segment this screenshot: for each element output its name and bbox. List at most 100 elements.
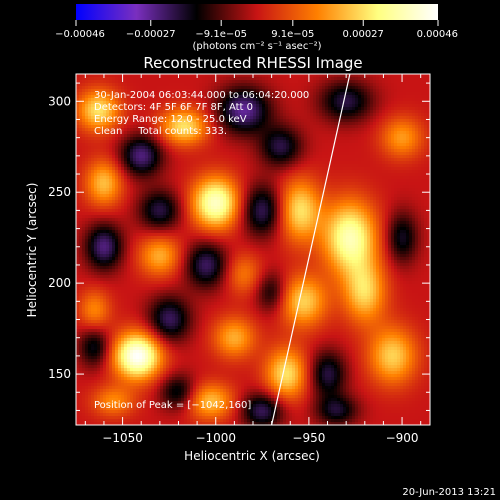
heatmap-cell <box>343 191 346 194</box>
heatmap-cell <box>175 170 178 173</box>
heatmap-cell <box>421 173 424 176</box>
heatmap-cell <box>391 98 394 101</box>
heatmap-cell <box>247 191 250 194</box>
heatmap-cell <box>154 182 157 185</box>
heatmap-cell <box>310 182 313 185</box>
heatmap-cell <box>145 191 148 194</box>
heatmap-cell <box>100 179 103 182</box>
heatmap-cell <box>274 176 277 179</box>
heatmap-cell <box>220 152 223 155</box>
heatmap-cell <box>256 104 259 107</box>
heatmap-cell <box>97 182 100 185</box>
heatmap-cell <box>400 131 403 134</box>
heatmap-cell <box>244 152 247 155</box>
heatmap-cell <box>178 170 181 173</box>
heatmap-cell <box>364 149 367 152</box>
heatmap-cell <box>298 188 301 191</box>
heatmap-cell <box>115 182 118 185</box>
heatmap-cell <box>136 161 139 164</box>
heatmap-cell <box>142 179 145 182</box>
heatmap-cell <box>112 179 115 182</box>
heatmap-cell <box>376 98 379 101</box>
heatmap-cell <box>385 191 388 194</box>
heatmap-cell <box>298 179 301 182</box>
heatmap-cell <box>385 104 388 107</box>
heatmap-cell <box>211 143 214 146</box>
heatmap-cell <box>409 143 412 146</box>
heatmap-cell <box>82 173 85 176</box>
heatmap-cell <box>340 158 343 161</box>
heatmap-cell <box>424 125 427 128</box>
heatmap-cell <box>361 140 364 143</box>
heatmap-cell <box>298 134 301 137</box>
heatmap-cell <box>397 176 400 179</box>
heatmap-cell <box>316 158 319 161</box>
heatmap-cell <box>211 146 214 149</box>
heatmap-cell <box>208 161 211 164</box>
heatmap-cell <box>307 134 310 137</box>
heatmap-cell <box>259 125 262 128</box>
heatmap-cell <box>229 188 232 191</box>
heatmap-cell <box>421 137 424 140</box>
heatmap-cell <box>403 119 406 122</box>
heatmap-cell <box>169 86 172 89</box>
heatmap-cell <box>361 95 364 98</box>
heatmap-cell <box>397 101 400 104</box>
heatmap-cell <box>241 185 244 188</box>
heatmap-cell <box>397 197 400 200</box>
heatmap-cell <box>331 161 334 164</box>
heatmap-cell <box>346 143 349 146</box>
heatmap-cell <box>298 113 301 116</box>
heatmap-cell <box>76 125 79 128</box>
heatmap-cell <box>274 77 277 80</box>
heatmap-cell <box>124 155 127 158</box>
heatmap-cell <box>133 86 136 89</box>
heatmap-cell <box>379 107 382 110</box>
heatmap-cell <box>316 194 319 197</box>
heatmap-cell <box>355 107 358 110</box>
heatmap-cell <box>304 113 307 116</box>
heatmap-cell <box>367 176 370 179</box>
heatmap-cell <box>145 146 148 149</box>
heatmap-cell <box>337 110 340 113</box>
heatmap-cell <box>154 173 157 176</box>
heatmap-cell <box>307 140 310 143</box>
heatmap-cell <box>274 143 277 146</box>
heatmap-cell <box>352 125 355 128</box>
heatmap-cell <box>256 191 259 194</box>
heatmap-cell <box>184 173 187 176</box>
heatmap-cell <box>340 155 343 158</box>
heatmap-cell <box>280 119 283 122</box>
heatmap-cell <box>229 149 232 152</box>
heatmap-cell <box>256 155 259 158</box>
heatmap-cell <box>319 137 322 140</box>
heatmap-cell <box>391 86 394 89</box>
heatmap-cell <box>391 77 394 80</box>
heatmap-cell <box>274 170 277 173</box>
heatmap-cell <box>319 83 322 86</box>
heatmap-cell <box>286 185 289 188</box>
heatmap-cell <box>301 170 304 173</box>
heatmap-cell <box>304 131 307 134</box>
heatmap-cell <box>226 170 229 173</box>
heatmap-cell <box>394 194 397 197</box>
heatmap-cell <box>400 113 403 116</box>
heatmap-cell <box>286 146 289 149</box>
heatmap-cell <box>301 146 304 149</box>
heatmap-cell <box>394 185 397 188</box>
heatmap-cell <box>154 164 157 167</box>
heatmap-cell <box>409 176 412 179</box>
heatmap-cell <box>310 140 313 143</box>
heatmap-cell <box>349 164 352 167</box>
heatmap-cell <box>220 167 223 170</box>
heatmap-cell <box>259 119 262 122</box>
heatmap-cell <box>106 176 109 179</box>
heatmap-cell <box>352 149 355 152</box>
heatmap-cell <box>157 158 160 161</box>
heatmap-cell <box>100 158 103 161</box>
heatmap-cell <box>88 140 91 143</box>
heatmap-cell <box>292 116 295 119</box>
heatmap-cell <box>310 119 313 122</box>
heatmap-cell <box>259 110 262 113</box>
heatmap-cell <box>292 191 295 194</box>
